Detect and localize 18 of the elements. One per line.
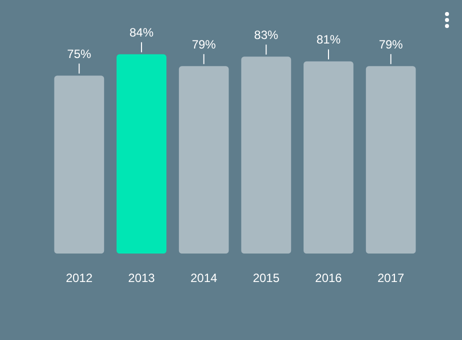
x-tick-label: 2015 xyxy=(252,271,280,286)
bar xyxy=(54,76,104,254)
data-label: 84% xyxy=(129,26,154,40)
bar xyxy=(304,61,354,254)
x-tick-label: 2017 xyxy=(377,271,405,286)
x-tick-label: 2014 xyxy=(190,271,218,286)
bar xyxy=(116,54,166,254)
x-tick-label: 2013 xyxy=(128,271,156,286)
bar xyxy=(366,66,416,254)
data-label: 79% xyxy=(192,37,216,52)
bar xyxy=(241,56,292,254)
data-label: 75% xyxy=(67,46,92,61)
data-label: 83% xyxy=(254,28,278,42)
x-tick-label: 2016 xyxy=(315,271,342,286)
x-tick-label: 2012 xyxy=(66,271,93,286)
data-label: 81% xyxy=(316,32,341,47)
data-label: 79% xyxy=(378,37,404,52)
bar xyxy=(178,66,229,254)
